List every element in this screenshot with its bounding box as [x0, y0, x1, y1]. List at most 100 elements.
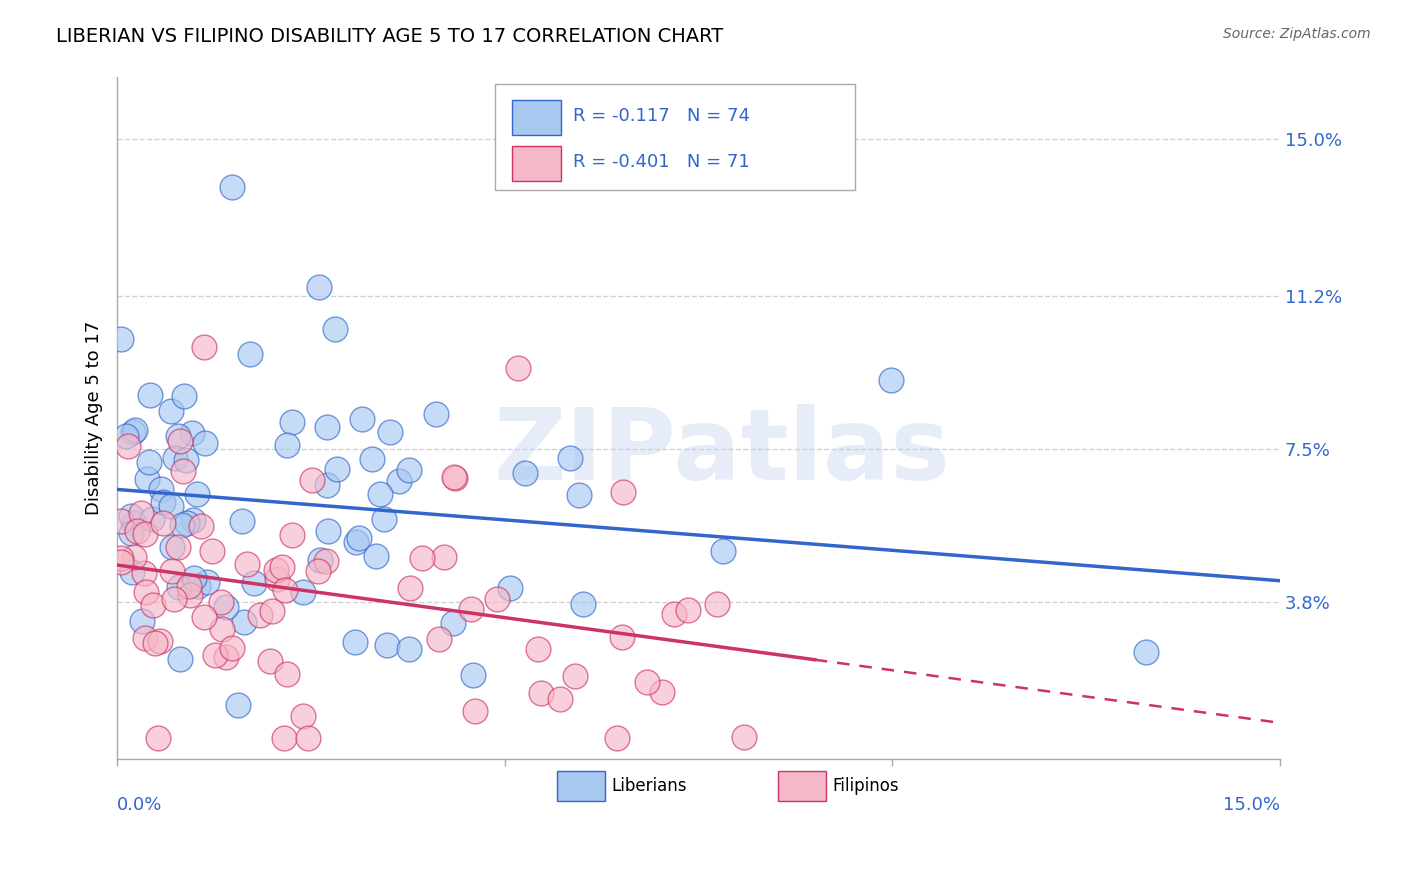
Point [146, 731, 169, 746]
Point [276, 438, 298, 452]
Point [120, 509, 142, 524]
Point [138, 455, 160, 469]
FancyBboxPatch shape [557, 771, 606, 801]
Point [273, 731, 295, 746]
Point [651, 685, 673, 699]
Point [733, 730, 755, 744]
Point [179, 588, 201, 602]
Point [291, 708, 314, 723]
Point [236, 557, 259, 571]
Point [163, 592, 186, 607]
Point [281, 528, 304, 542]
Point [1135, 644, 1157, 658]
Point [323, 321, 346, 335]
Point [176, 516, 198, 530]
Point [499, 581, 522, 595]
Point [262, 604, 284, 618]
Point [160, 541, 183, 555]
Point [149, 482, 172, 496]
Point [243, 576, 266, 591]
Point [572, 597, 595, 611]
Point [264, 563, 287, 577]
Point [201, 544, 224, 558]
Point [226, 698, 249, 712]
Point [160, 404, 183, 418]
FancyBboxPatch shape [778, 771, 827, 801]
Point [558, 450, 581, 465]
Point [149, 633, 172, 648]
Point [215, 650, 238, 665]
Point [193, 610, 215, 624]
Point [138, 387, 160, 401]
FancyBboxPatch shape [512, 145, 561, 181]
Point [124, 423, 146, 437]
Point [186, 486, 208, 500]
Point [347, 531, 370, 545]
Point [127, 524, 149, 539]
Point [194, 436, 217, 450]
Point [166, 540, 188, 554]
Point [114, 429, 136, 443]
Point [141, 512, 163, 526]
Point [143, 636, 166, 650]
Text: Liberians: Liberians [612, 777, 686, 795]
Point [152, 495, 174, 509]
Point [211, 595, 233, 609]
Point [309, 552, 332, 566]
Point [433, 549, 456, 564]
Text: LIBERIAN VS FILIPINO DISABILITY AGE 5 TO 17 CORRELATION CHART: LIBERIAN VS FILIPINO DISABILITY AGE 5 TO… [56, 27, 724, 45]
Point [110, 332, 132, 346]
Text: Filipinos: Filipinos [832, 777, 898, 795]
Point [129, 506, 152, 520]
FancyBboxPatch shape [512, 100, 561, 136]
Point [135, 585, 157, 599]
Point [364, 549, 387, 564]
Point [136, 472, 159, 486]
Point [122, 516, 145, 530]
Point [411, 550, 433, 565]
Point [195, 574, 218, 589]
Point [568, 488, 591, 502]
Point [281, 415, 304, 429]
Point [636, 674, 658, 689]
Point [398, 581, 420, 595]
Point [297, 731, 319, 746]
Y-axis label: Disability Age 5 to 17: Disability Age 5 to 17 [86, 321, 103, 516]
Point [610, 630, 633, 644]
Point [460, 602, 482, 616]
Point [398, 463, 420, 477]
Point [316, 420, 339, 434]
Point [270, 559, 292, 574]
Point [550, 691, 572, 706]
Point [221, 180, 243, 194]
Point [121, 425, 143, 440]
Point [388, 474, 411, 488]
Point [181, 513, 204, 527]
Text: Source: ZipAtlas.com: Source: ZipAtlas.com [1223, 27, 1371, 41]
Point [326, 462, 349, 476]
Point [110, 555, 132, 569]
Point [169, 434, 191, 448]
Point [173, 389, 195, 403]
Point [368, 486, 391, 500]
Point [172, 464, 194, 478]
Point [486, 592, 509, 607]
Point [676, 603, 699, 617]
Point [316, 524, 339, 539]
Point [152, 516, 174, 530]
Point [398, 641, 420, 656]
Point [131, 614, 153, 628]
Point [443, 470, 465, 484]
Point [134, 566, 156, 580]
Point [316, 478, 339, 492]
Point [187, 579, 209, 593]
Point [122, 550, 145, 565]
FancyBboxPatch shape [495, 84, 855, 190]
Point [373, 512, 395, 526]
Point [239, 347, 262, 361]
Point [233, 615, 256, 630]
Point [315, 554, 337, 568]
Point [425, 407, 447, 421]
Point [121, 565, 143, 579]
Point [117, 439, 139, 453]
